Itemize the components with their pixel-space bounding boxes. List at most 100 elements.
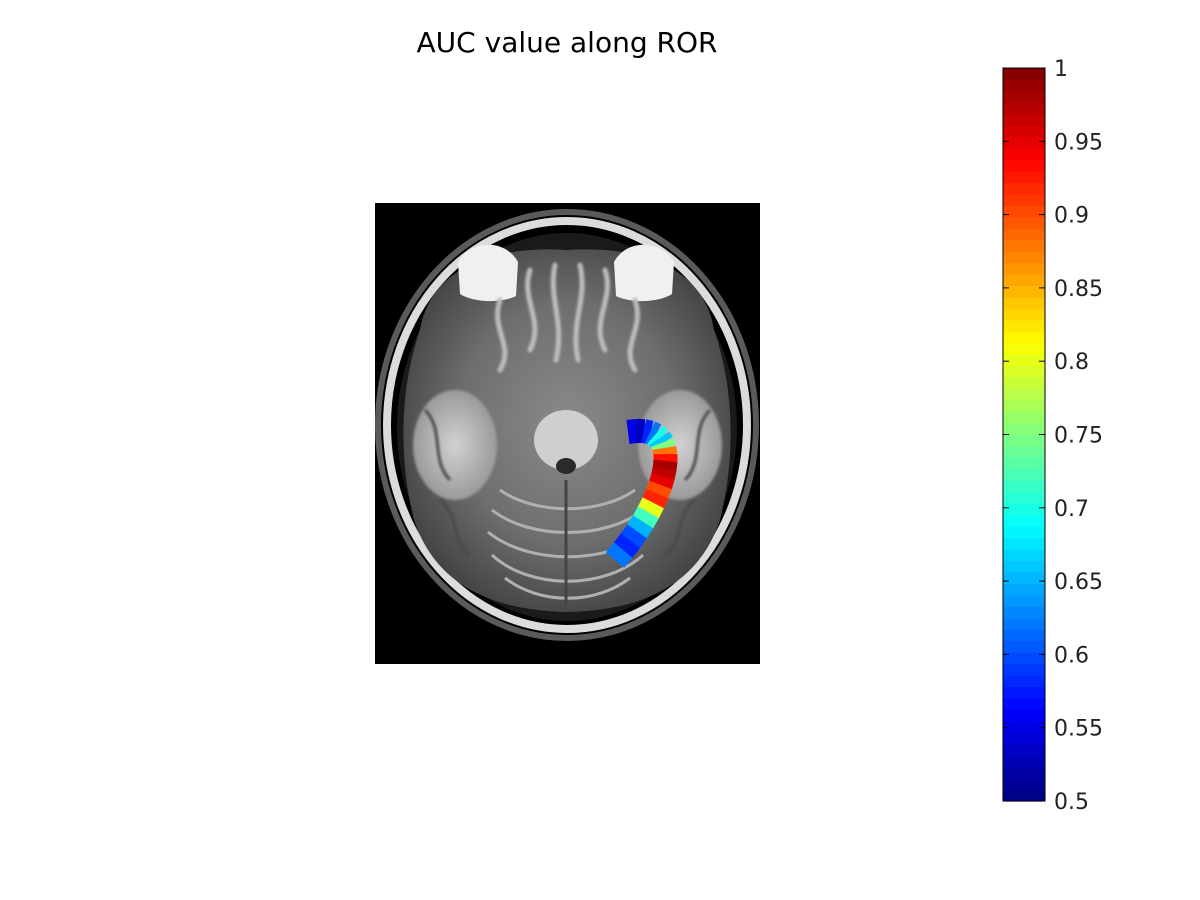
colorbar-segment (1003, 789, 1045, 802)
colorbar-segment (1003, 560, 1045, 573)
tract-segment (645, 480, 672, 500)
colorbar-segment (1003, 251, 1045, 264)
colorbar-tick-label: 1 (1054, 57, 1068, 82)
colorbar-segment (1003, 79, 1045, 92)
colorbar-segment (1003, 377, 1045, 390)
colorbar-segment (1003, 308, 1045, 321)
colorbar-tick-label: 0.75 (1054, 424, 1103, 449)
colorbar-segment (1003, 457, 1045, 470)
colorbar-ticks: 0.5 0.55 0.6 0.65 0.7 0.75 0.8 0.85 0.9 0.95 1 (1003, 57, 1103, 815)
frontal-gyri (495, 262, 640, 373)
colorbar-tick-label: 0.55 (1054, 717, 1103, 742)
colorbar-segment (1003, 182, 1045, 195)
colorbar-segment (1003, 697, 1045, 710)
colorbar-segment (1003, 285, 1045, 298)
skull-ring (383, 217, 751, 633)
colorbar-segment (1003, 778, 1045, 791)
colorbar-segment (1003, 228, 1045, 241)
colorbar-segment (1003, 766, 1045, 779)
tract-segment (648, 472, 675, 490)
colorbar-segment (1003, 629, 1045, 642)
left-orbit (458, 244, 518, 302)
right-orbit (614, 244, 674, 302)
ror-tract (605, 418, 678, 568)
colorbar-segment (1003, 514, 1045, 527)
colorbar-tick-label: 0.7 (1054, 497, 1089, 522)
tract-segment (631, 506, 659, 530)
colorbar-segment (1003, 365, 1045, 378)
colorbar-segment (1003, 193, 1045, 207)
colorbar-segment (1003, 400, 1045, 413)
tract-segment (605, 542, 633, 568)
colorbar (1002, 67, 1046, 802)
colorbar-tick-label: 0.9 (1054, 204, 1089, 229)
colorbar-segment (1003, 388, 1045, 401)
colorbar-segment (1003, 90, 1045, 103)
tract-segment (644, 421, 662, 446)
colorbar-segment (1003, 468, 1045, 481)
colorbar-segment (1003, 68, 1045, 81)
colorbar-segment (1003, 571, 1045, 584)
colorbar-segment (1003, 354, 1045, 367)
colorbar-segment (1003, 640, 1045, 653)
scalp-ring (375, 209, 759, 641)
tract-segment (641, 488, 669, 510)
colorbar-segment (1003, 743, 1045, 756)
tract-segment (637, 497, 664, 520)
colorbar-segment (1003, 434, 1045, 447)
colorbar-segment (1003, 755, 1045, 768)
brainstem (534, 410, 598, 470)
tract-segment (626, 418, 639, 444)
tract-segment (641, 419, 654, 445)
colorbar-tick-label: 0.65 (1054, 570, 1103, 595)
colorbar-segment (1003, 686, 1045, 699)
colorbar-segment (1003, 297, 1045, 310)
colorbar-segment (1003, 319, 1045, 333)
colorbar-tick-label: 0.5 (1054, 790, 1089, 815)
colorbar-segment (1003, 423, 1045, 436)
colorbar-segment (1003, 675, 1045, 688)
tract-segment (619, 524, 647, 550)
colorbar-segment (1003, 171, 1045, 184)
colorbar-segment (1003, 537, 1045, 550)
tract-segment (612, 533, 640, 559)
colorbar-segment (1003, 720, 1045, 733)
colorbar-segment (1003, 205, 1045, 218)
colorbar-segment (1003, 148, 1045, 161)
colorbar-segment (1003, 411, 1045, 424)
colorbar-segment (1003, 136, 1045, 149)
colorbar-segment (1003, 125, 1045, 138)
colorbar-segment (1003, 239, 1045, 252)
colorbar-tick-label: 0.6 (1054, 643, 1089, 668)
colorbar-segment (1003, 549, 1045, 562)
tract-segment (625, 515, 654, 540)
colorbar-segment (1003, 262, 1045, 275)
chart-title: AUC value along ROR (417, 26, 718, 59)
colorbar-segment (1003, 445, 1045, 458)
tract-segment (647, 425, 668, 448)
colorbar-tick-label: 0.85 (1054, 277, 1103, 302)
fourth-ventricle (556, 458, 576, 474)
colorbar-segment (1003, 606, 1045, 619)
colorbar-segment (1003, 663, 1045, 676)
colorbar-segment (1003, 617, 1045, 630)
colorbar-tick-label: 0.95 (1054, 130, 1103, 155)
colorbar-segment (1003, 594, 1045, 607)
colorbar-segment (1003, 732, 1045, 745)
colorbar-segment (1003, 503, 1045, 516)
colorbar-segment (1003, 583, 1045, 596)
colorbar-tick-label: 0.8 (1054, 350, 1089, 375)
colorbar-segment (1003, 342, 1045, 355)
tract-segment (653, 454, 678, 463)
colorbar-segment (1003, 491, 1045, 504)
temporal-sulci (423, 408, 712, 557)
colorbar-segment (1003, 274, 1045, 287)
colorbar-segment (1003, 159, 1045, 172)
mri-image (375, 203, 760, 664)
colorbar-segment (1003, 216, 1045, 229)
colorbar-segment (1003, 480, 1045, 493)
colorbar-segment (1003, 709, 1045, 722)
colorbar-segment (1003, 526, 1045, 539)
tract-segment (651, 465, 677, 481)
